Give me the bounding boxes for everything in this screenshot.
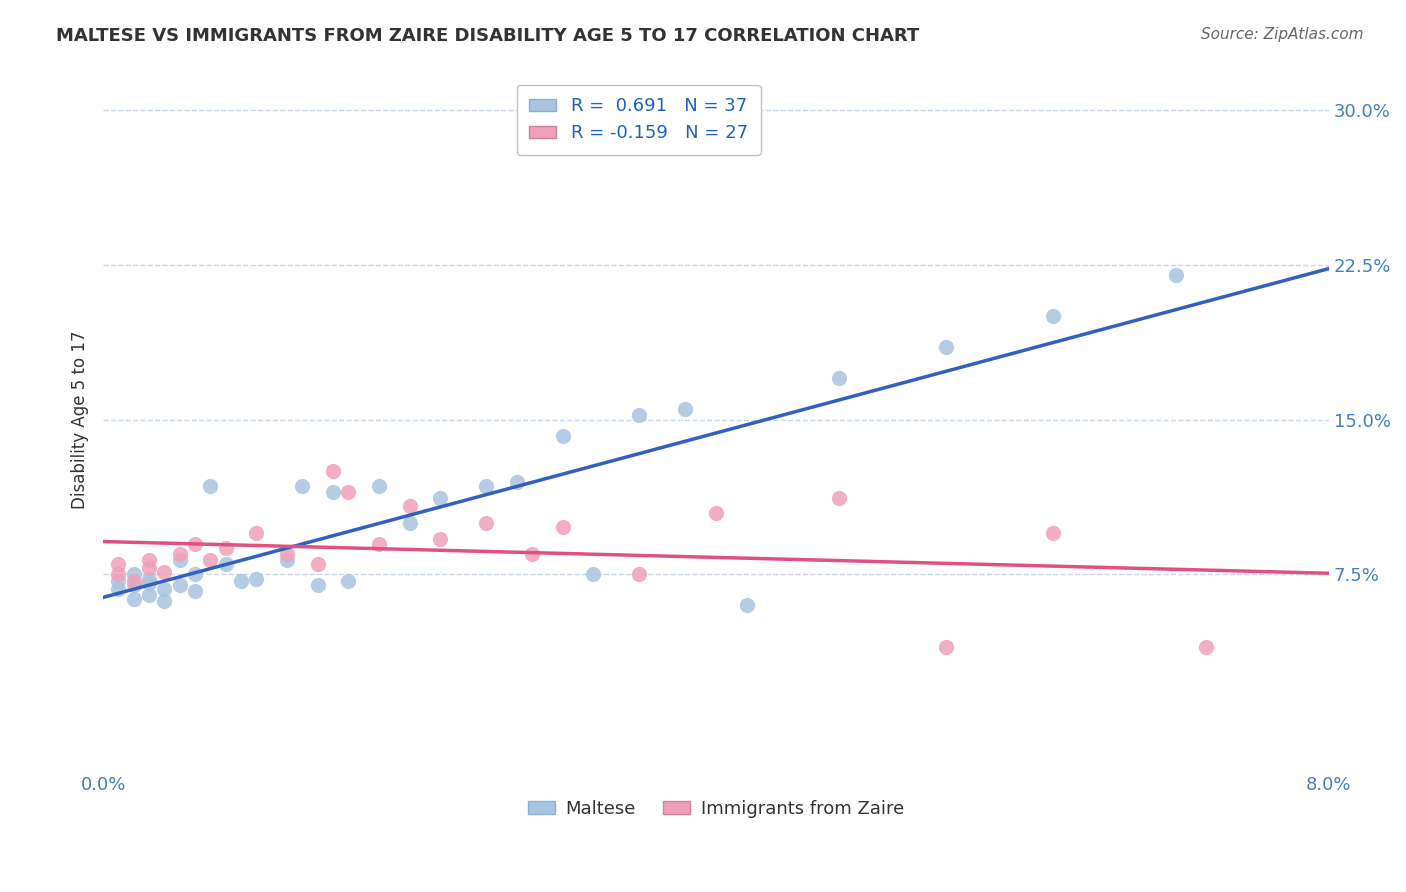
- Point: [153, 594, 176, 608]
- Point: [1042, 310, 1064, 324]
- Point: [506, 475, 529, 489]
- Point: [107, 574, 129, 588]
- Point: [582, 567, 605, 582]
- Point: [935, 340, 957, 354]
- Point: [138, 572, 160, 586]
- Point: [138, 561, 160, 575]
- Text: Source: ZipAtlas.com: Source: ZipAtlas.com: [1201, 27, 1364, 42]
- Point: [551, 520, 574, 534]
- Point: [169, 547, 191, 561]
- Point: [337, 484, 360, 499]
- Legend: Maltese, Immigrants from Zaire: Maltese, Immigrants from Zaire: [520, 792, 911, 825]
- Point: [138, 588, 160, 602]
- Point: [138, 575, 160, 590]
- Point: [229, 574, 252, 588]
- Point: [673, 402, 696, 417]
- Point: [475, 478, 498, 492]
- Point: [184, 536, 207, 550]
- Point: [337, 574, 360, 588]
- Point: [245, 526, 267, 541]
- Point: [827, 491, 849, 505]
- Point: [827, 371, 849, 385]
- Point: [735, 599, 758, 613]
- Point: [107, 582, 129, 596]
- Y-axis label: Disability Age 5 to 17: Disability Age 5 to 17: [72, 330, 89, 508]
- Point: [398, 500, 420, 514]
- Point: [704, 506, 727, 520]
- Point: [107, 567, 129, 582]
- Point: [367, 478, 389, 492]
- Point: [628, 409, 651, 423]
- Point: [935, 640, 957, 654]
- Point: [169, 578, 191, 592]
- Point: [307, 578, 329, 592]
- Point: [307, 557, 329, 571]
- Point: [398, 516, 420, 530]
- Point: [107, 557, 129, 571]
- Point: [276, 553, 298, 567]
- Text: MALTESE VS IMMIGRANTS FROM ZAIRE DISABILITY AGE 5 TO 17 CORRELATION CHART: MALTESE VS IMMIGRANTS FROM ZAIRE DISABIL…: [56, 27, 920, 45]
- Point: [184, 584, 207, 599]
- Point: [520, 547, 543, 561]
- Point: [551, 429, 574, 443]
- Point: [245, 572, 267, 586]
- Point: [122, 578, 145, 592]
- Point: [475, 516, 498, 530]
- Point: [153, 566, 176, 580]
- Point: [1195, 640, 1218, 654]
- Point: [138, 553, 160, 567]
- Point: [628, 567, 651, 582]
- Point: [122, 567, 145, 582]
- Point: [429, 533, 451, 547]
- Point: [169, 553, 191, 567]
- Point: [276, 547, 298, 561]
- Point: [367, 536, 389, 550]
- Point: [429, 491, 451, 505]
- Point: [215, 557, 238, 571]
- Point: [122, 592, 145, 607]
- Point: [322, 464, 344, 478]
- Point: [1042, 526, 1064, 541]
- Point: [1164, 268, 1187, 282]
- Point: [122, 574, 145, 588]
- Point: [322, 484, 344, 499]
- Point: [291, 478, 314, 492]
- Point: [200, 478, 222, 492]
- Point: [200, 553, 222, 567]
- Point: [153, 582, 176, 596]
- Point: [184, 567, 207, 582]
- Point: [215, 541, 238, 555]
